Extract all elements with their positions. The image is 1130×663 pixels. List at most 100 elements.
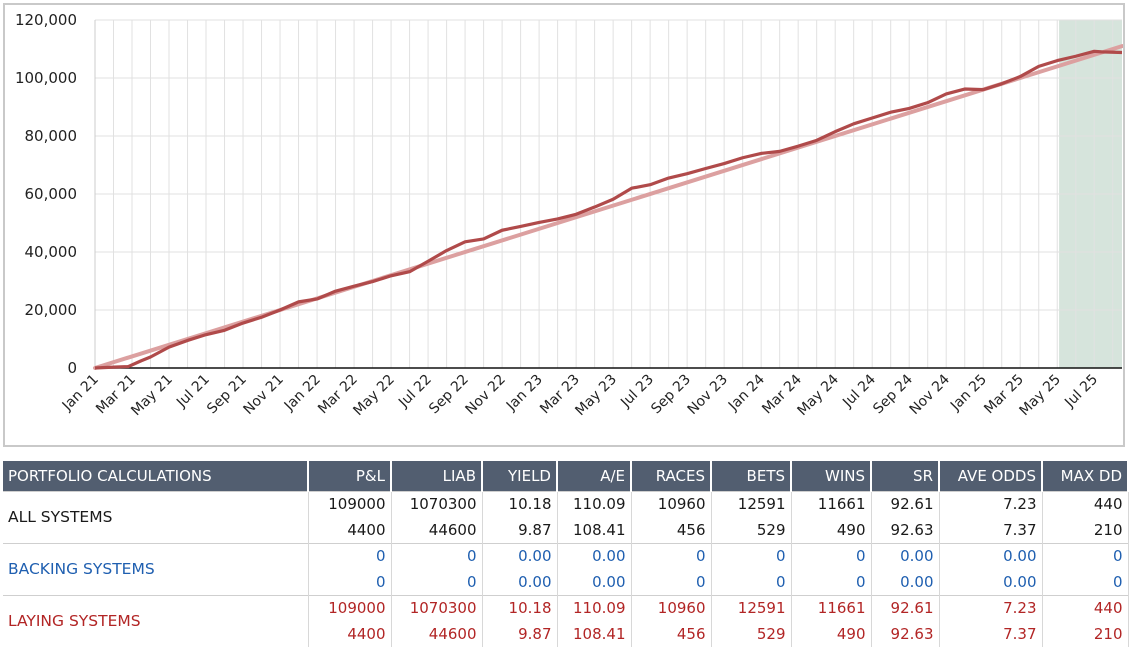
header-liab[interactable]: LIAB xyxy=(391,461,483,491)
cell: 456 xyxy=(631,621,712,647)
cell: 0 xyxy=(308,542,392,569)
y-tick-label: 60,000 xyxy=(25,185,78,203)
cell: 9.87 xyxy=(482,517,558,543)
table-row: BACKING SYSTEMS 0 0 0.00 0.00 0 0 0 0.00… xyxy=(3,542,1129,595)
header-yield[interactable]: YIELD xyxy=(482,461,558,491)
pnl-line-chart: 0 20,000 40,000 60,000 80,000 100,000 120,000 J… xyxy=(15,11,1123,420)
y-tick-label: 0 xyxy=(67,359,77,377)
cell: 0.00 xyxy=(939,569,1043,595)
cell: 4400 xyxy=(308,517,392,543)
table-row: LAYING SYSTEMS 109000 1070300 10.18 110.… xyxy=(3,594,1129,647)
cell: 92.63 xyxy=(871,621,940,647)
cell: 7.37 xyxy=(939,621,1043,647)
cell: 0 xyxy=(1042,569,1129,595)
cell: 108.41 xyxy=(557,621,632,647)
cell: 10960 xyxy=(631,490,712,517)
cell: 11661 xyxy=(791,490,872,517)
row-label-all-systems: ALL SYSTEMS xyxy=(3,490,309,543)
x-tick-label: Nov 23 xyxy=(685,372,731,418)
cell: 109000 xyxy=(308,490,392,517)
table-row: ALL SYSTEMS 109000 1070300 10.18 110.09 … xyxy=(3,490,1129,543)
y-tick-label: 80,000 xyxy=(25,127,78,145)
row-label-backing-systems: BACKING SYSTEMS xyxy=(3,542,309,595)
pnl-series-line xyxy=(94,49,1123,370)
cell: 0 xyxy=(791,569,872,595)
cell: 0 xyxy=(711,542,792,569)
cell: 210 xyxy=(1042,517,1129,543)
cell: 4400 xyxy=(308,621,392,647)
y-tick-label: 100,000 xyxy=(15,69,77,87)
cell: 529 xyxy=(711,517,792,543)
table-row: 4400 44600 9.87 108.41 456 529 490 92.63… xyxy=(3,517,1129,543)
cell: 456 xyxy=(631,517,712,543)
cell: 529 xyxy=(711,621,792,647)
cell: 0.00 xyxy=(482,542,558,569)
portfolio-calculations-table: PORTFOLIO CALCULATIONS P&L LIAB YIELD A/… xyxy=(3,461,1129,647)
cell: 210 xyxy=(1042,621,1129,647)
cell: 0.00 xyxy=(557,569,632,595)
row-label-laying-systems: LAYING SYSTEMS xyxy=(3,594,309,647)
cell: 1070300 xyxy=(391,594,483,621)
cell: 92.61 xyxy=(871,594,940,621)
cell: 7.23 xyxy=(939,594,1043,621)
cell: 10.18 xyxy=(482,594,558,621)
header-max-dd[interactable]: MAX DD xyxy=(1042,461,1129,491)
cell: 92.63 xyxy=(871,517,940,543)
header-ae[interactable]: A/E xyxy=(557,461,632,491)
cell: 0.00 xyxy=(939,542,1043,569)
x-tick-label: May 21 xyxy=(128,372,176,420)
cell: 0.00 xyxy=(871,542,940,569)
x-tick-label: May 24 xyxy=(794,371,842,419)
header-wins[interactable]: WINS xyxy=(791,461,872,491)
header-races[interactable]: RACES xyxy=(631,461,712,491)
x-tick-label: May 25 xyxy=(1017,372,1065,420)
cell: 109000 xyxy=(308,594,392,621)
cell: 44600 xyxy=(391,621,483,647)
cell: 0 xyxy=(1042,542,1129,569)
cell: 12591 xyxy=(711,594,792,621)
table-row: 0 0 0.00 0.00 0 0 0 0.00 0.00 0 xyxy=(3,569,1129,595)
cell: 10.18 xyxy=(482,490,558,517)
cell: 0 xyxy=(631,569,712,595)
cell: 0 xyxy=(308,569,392,595)
y-tick-label: 120,000 xyxy=(15,11,77,29)
header-bets[interactable]: BETS xyxy=(711,461,792,491)
cell: 44600 xyxy=(391,517,483,543)
x-tick-label: Nov 24 xyxy=(907,371,953,417)
cell: 9.87 xyxy=(482,621,558,647)
header-portfolio-calculations: PORTFOLIO CALCULATIONS xyxy=(3,461,309,491)
cell: 110.09 xyxy=(557,594,632,621)
cell: 110.09 xyxy=(557,490,632,517)
cell: 440 xyxy=(1042,490,1129,517)
cell: 440 xyxy=(1042,594,1129,621)
x-tick-label: Nov 21 xyxy=(240,372,286,418)
cell: 0 xyxy=(391,569,483,595)
cell: 0 xyxy=(631,542,712,569)
cell: 0.00 xyxy=(871,569,940,595)
cell: 0 xyxy=(791,542,872,569)
header-pl[interactable]: P&L xyxy=(308,461,392,491)
portfolio-table-container: PORTFOLIO CALCULATIONS P&L LIAB YIELD A/… xyxy=(3,461,1129,647)
cell: 0 xyxy=(711,569,792,595)
chart-panel: 0 20,000 40,000 60,000 80,000 100,000 120,000 J… xyxy=(3,3,1125,447)
cell: 0.00 xyxy=(557,542,632,569)
cell: 11661 xyxy=(791,594,872,621)
x-tick-label: May 22 xyxy=(350,372,398,420)
cell: 92.61 xyxy=(871,490,940,517)
table-header-row: PORTFOLIO CALCULATIONS P&L LIAB YIELD A/… xyxy=(3,461,1129,491)
x-tick-label: May 23 xyxy=(572,372,620,420)
cell: 0 xyxy=(391,542,483,569)
cell: 7.23 xyxy=(939,490,1043,517)
cell: 10960 xyxy=(631,594,712,621)
y-tick-label: 20,000 xyxy=(25,301,78,319)
cell: 108.41 xyxy=(557,517,632,543)
cell: 490 xyxy=(791,621,872,647)
cell: 7.37 xyxy=(939,517,1043,543)
x-tick-label: Jul 25 xyxy=(1061,372,1101,412)
y-tick-label: 40,000 xyxy=(25,243,78,261)
cell: 0.00 xyxy=(482,569,558,595)
header-ave-odds[interactable]: AVE ODDS xyxy=(939,461,1043,491)
cell: 1070300 xyxy=(391,490,483,517)
cell: 490 xyxy=(791,517,872,543)
header-sr[interactable]: SR xyxy=(871,461,940,491)
